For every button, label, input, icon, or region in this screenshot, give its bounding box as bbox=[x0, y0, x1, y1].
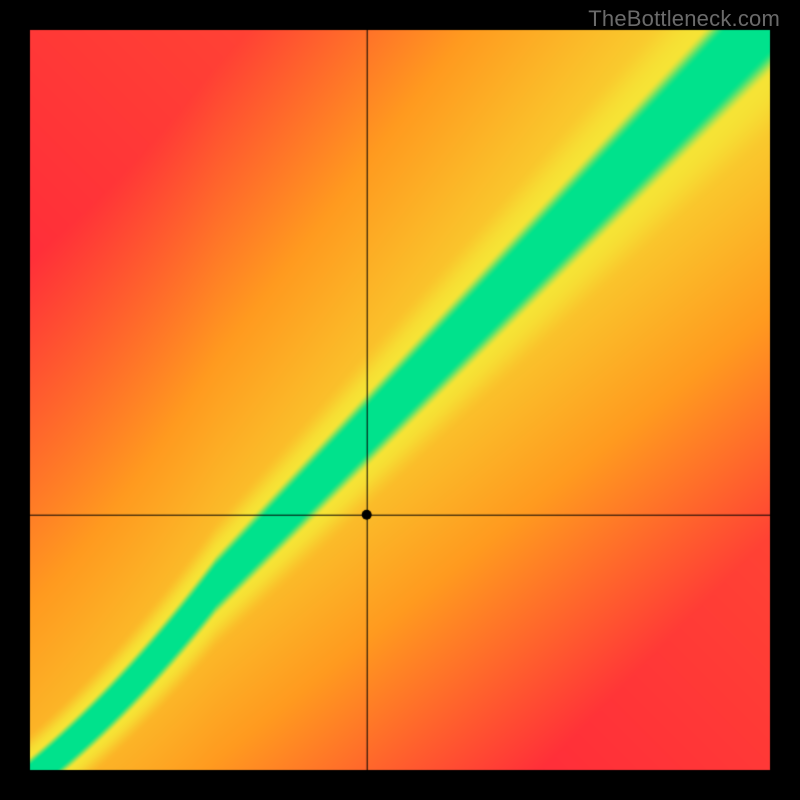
chart-container: TheBottleneck.com bbox=[0, 0, 800, 800]
bottleneck-heatmap bbox=[0, 0, 800, 800]
watermark-text: TheBottleneck.com bbox=[588, 6, 780, 32]
